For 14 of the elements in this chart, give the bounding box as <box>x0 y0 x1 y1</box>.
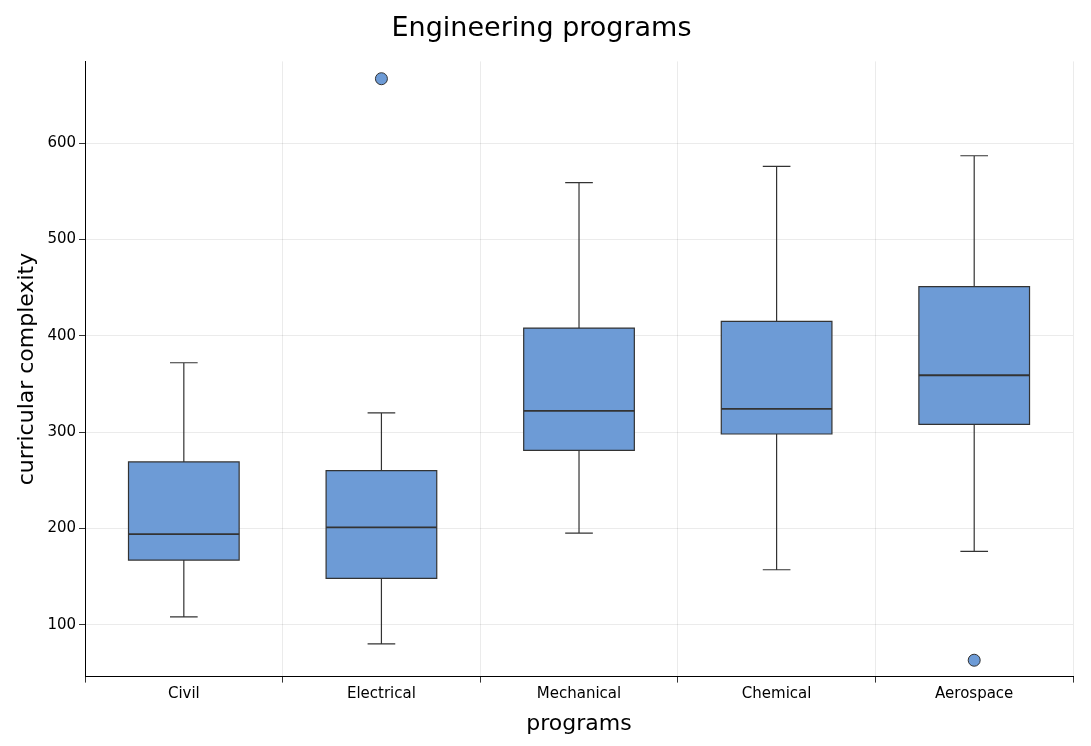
y-tick-label: 400 <box>47 325 77 344</box>
chart-title: Engineering programs <box>391 11 692 43</box>
x-tick-label: Civil <box>167 684 200 703</box>
y-axis-title: curricular complexity <box>12 252 38 486</box>
y-tick-label: 500 <box>47 229 77 248</box>
y-tick-label: 600 <box>47 133 77 152</box>
x-tick-label: Aerospace <box>935 684 1014 703</box>
x-axis-title: programs <box>526 709 632 735</box>
y-tick-label: 100 <box>47 614 77 633</box>
y-tick-label: 200 <box>47 518 77 537</box>
y-tick-label: 300 <box>47 421 77 440</box>
x-tick-label: Electrical <box>346 684 416 703</box>
x-tick-label: Mechanical <box>536 684 622 703</box>
x-tick-label: Chemical <box>741 684 812 703</box>
